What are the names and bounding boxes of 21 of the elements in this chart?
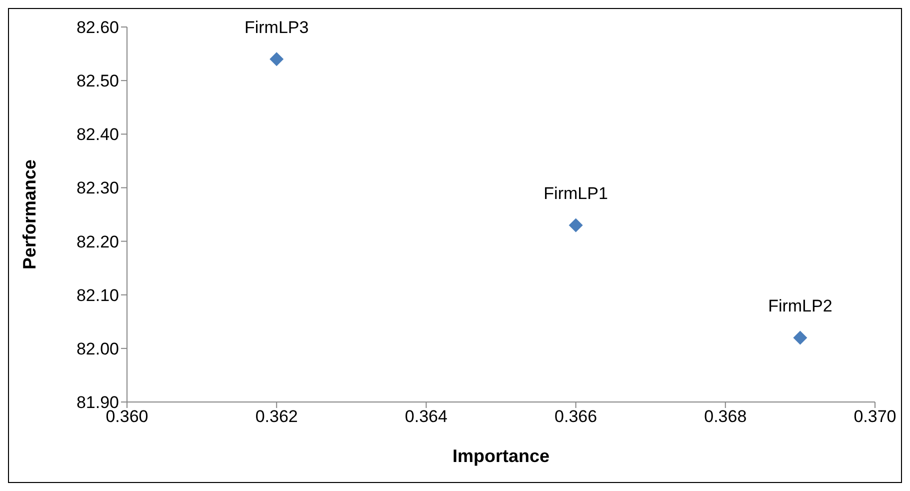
x-axis-title: Importance — [452, 446, 550, 466]
y-tick-label: 82.20 — [76, 232, 119, 252]
x-tick-label: 0.362 — [255, 407, 298, 426]
annotation: FirmLP1 — [544, 184, 608, 204]
y-tick-label: 82.30 — [76, 178, 119, 198]
annotation: FirmLP3 — [244, 18, 309, 38]
x-tick-label: 0.364 — [404, 407, 448, 426]
point — [270, 52, 284, 66]
x-tick-label: 0.370 — [854, 407, 896, 426]
y-axis-title: Performance — [19, 159, 40, 270]
point — [568, 218, 583, 232]
y-tick-label: 82.60 — [76, 18, 119, 38]
x-tick-label: 0.366 — [554, 407, 598, 426]
y-tick-label: 82.00 — [76, 339, 119, 358]
y-tick-label: 82.50 — [76, 72, 119, 91]
point — [793, 330, 808, 345]
y-tick-label: 82.40 — [76, 125, 119, 144]
x-tick-label: 0.360 — [106, 407, 148, 426]
annotation: FirmLP2 — [768, 296, 832, 316]
x-tick-label: 0.368 — [704, 407, 747, 426]
y-tick-label: 82.10 — [76, 286, 119, 305]
